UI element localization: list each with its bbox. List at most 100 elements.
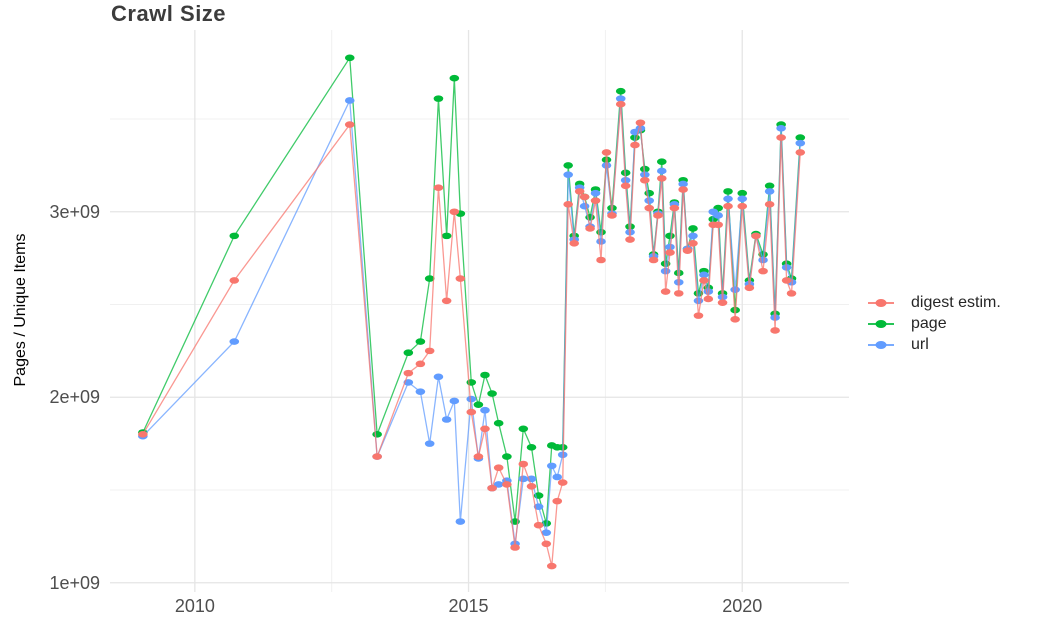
data-point xyxy=(502,481,512,488)
data-point xyxy=(487,484,497,492)
data-point xyxy=(730,286,740,293)
data-point xyxy=(518,460,529,468)
data-point xyxy=(713,221,723,229)
data-point xyxy=(493,481,504,488)
data-point xyxy=(449,74,460,82)
legend-key-icon xyxy=(868,296,894,310)
series-line-url xyxy=(142,98,801,544)
data-point xyxy=(433,373,444,381)
data-point xyxy=(455,275,466,282)
data-point xyxy=(229,338,240,345)
data-point xyxy=(533,521,544,529)
data-point xyxy=(441,232,452,240)
x-tick-label: 2020 xyxy=(722,596,763,616)
data-point xyxy=(656,158,667,165)
data-point xyxy=(669,204,680,212)
data-point xyxy=(590,189,601,197)
data-point xyxy=(493,419,504,427)
data-point xyxy=(660,288,671,295)
data-point xyxy=(693,312,704,319)
x-tick-label: 2010 xyxy=(174,596,215,616)
data-point xyxy=(648,256,659,264)
data-point xyxy=(502,453,512,460)
data-point xyxy=(688,240,698,247)
data-point xyxy=(518,425,529,433)
data-point xyxy=(699,277,709,284)
data-point xyxy=(466,395,477,403)
data-point xyxy=(596,256,606,264)
data-point xyxy=(688,225,698,232)
data-point xyxy=(723,195,733,203)
data-point xyxy=(653,212,663,219)
data-point xyxy=(630,141,640,149)
data-point xyxy=(466,379,477,386)
data-point xyxy=(770,327,780,334)
data-point xyxy=(563,171,573,178)
data-point xyxy=(569,240,580,247)
data-point xyxy=(526,444,537,451)
data-point xyxy=(764,182,775,190)
data-point xyxy=(579,202,590,210)
data-point xyxy=(640,176,650,184)
data-point xyxy=(795,139,806,147)
data-point xyxy=(449,397,460,405)
y-tick-label: 2e+09 xyxy=(49,387,100,408)
data-point xyxy=(480,371,490,379)
y-tick-label: 3e+09 xyxy=(49,201,100,222)
data-point xyxy=(656,167,667,175)
data-point xyxy=(415,360,426,368)
data-point xyxy=(403,369,414,377)
data-point xyxy=(415,388,426,395)
data-point xyxy=(487,390,497,397)
data-point xyxy=(764,201,775,208)
data-point xyxy=(526,482,537,490)
legend-dot xyxy=(875,340,887,349)
data-point xyxy=(510,544,520,551)
data-point xyxy=(644,189,654,197)
data-point xyxy=(713,212,723,219)
data-point xyxy=(644,204,654,212)
data-point xyxy=(615,95,626,102)
data-point xyxy=(415,338,426,345)
data-point xyxy=(424,347,435,355)
data-point xyxy=(615,87,626,95)
data-point xyxy=(795,134,806,141)
chart-title: Crawl Size xyxy=(111,1,227,26)
data-point xyxy=(635,119,646,127)
data-point xyxy=(585,225,595,232)
x-tick-label: 2015 xyxy=(448,596,489,616)
data-point xyxy=(656,175,667,182)
data-point xyxy=(601,162,612,169)
legend-item-url: url xyxy=(868,334,1001,355)
data-point xyxy=(699,271,709,279)
data-point xyxy=(546,562,557,570)
data-point xyxy=(717,299,728,306)
data-point xyxy=(518,475,529,483)
data-point xyxy=(678,186,688,193)
data-point xyxy=(552,473,563,481)
data-point xyxy=(737,189,748,197)
data-point xyxy=(744,284,755,292)
data-point xyxy=(665,249,675,256)
data-point xyxy=(344,54,355,62)
series-line-page xyxy=(142,55,801,524)
data-point xyxy=(607,212,617,219)
data-point xyxy=(776,134,786,141)
data-point xyxy=(441,416,452,423)
data-point xyxy=(625,236,635,243)
y-tick-label: 1e+09 xyxy=(49,572,100,593)
data-point xyxy=(541,540,552,548)
data-point xyxy=(466,408,477,416)
data-point xyxy=(403,349,414,357)
data-point xyxy=(758,267,768,275)
data-point xyxy=(563,162,573,169)
data-point xyxy=(596,238,606,245)
data-point xyxy=(533,503,544,510)
data-point xyxy=(546,462,557,470)
data-point xyxy=(776,125,786,132)
data-point xyxy=(574,188,585,195)
data-point xyxy=(229,232,240,240)
data-point xyxy=(433,184,444,191)
legend-label: url xyxy=(911,335,929,353)
